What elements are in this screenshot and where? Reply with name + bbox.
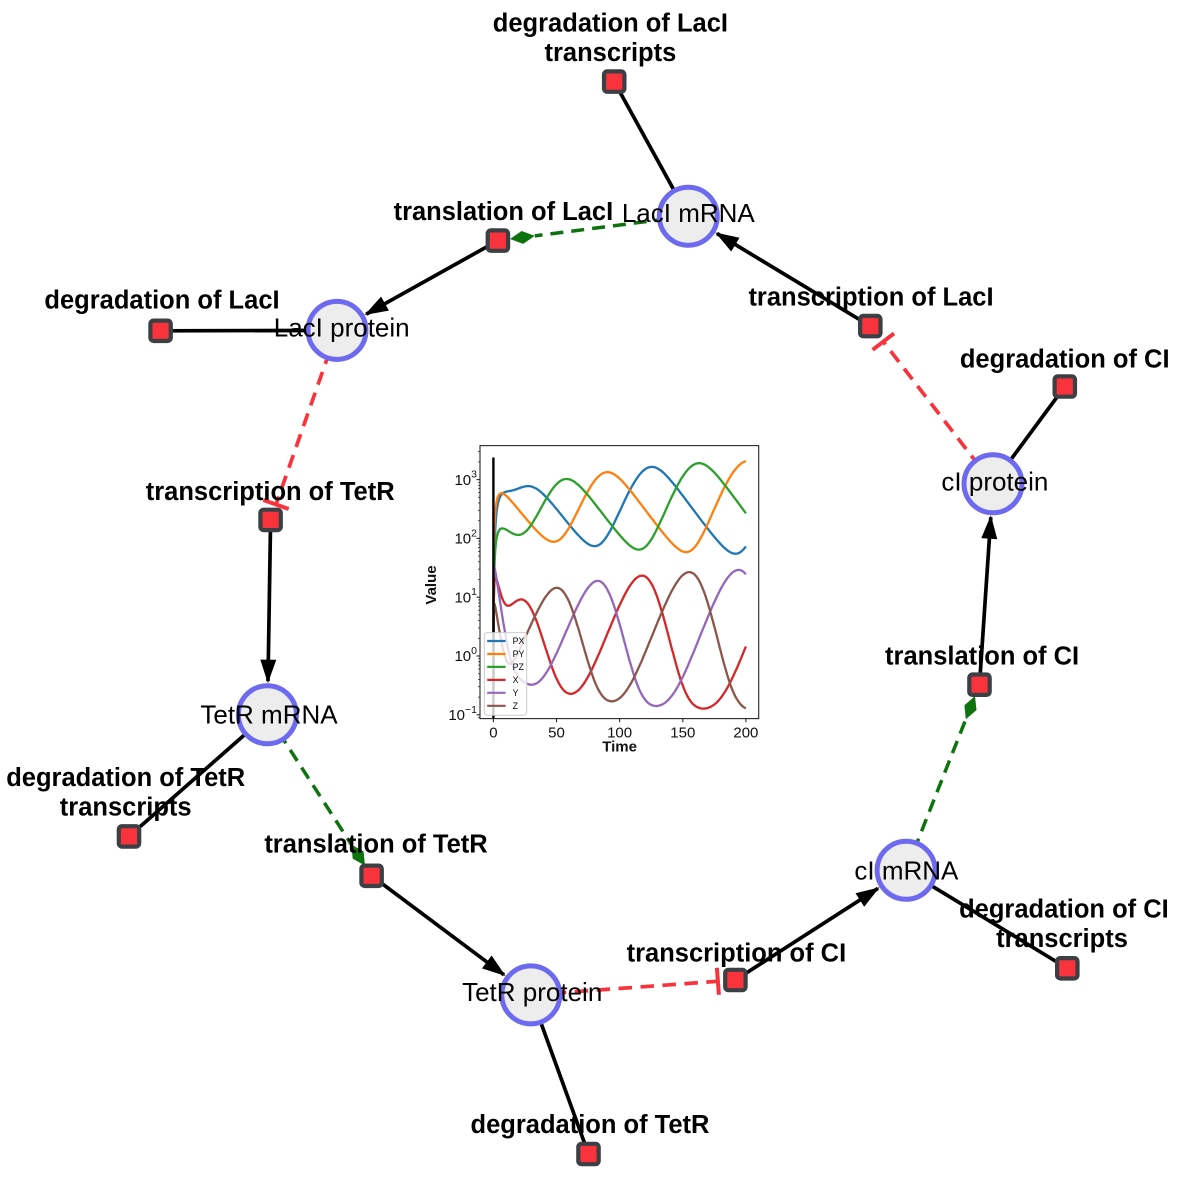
svg-text:transcripts: transcripts <box>545 39 677 67</box>
svg-text:degradation of LacI: degradation of LacI <box>44 287 279 315</box>
svg-text:translation of TetR: translation of TetR <box>264 831 487 859</box>
svg-text:Time: Time <box>602 739 637 756</box>
svg-text:Z: Z <box>513 701 519 711</box>
svg-text:degradation of LacI: degradation of LacI <box>493 10 728 38</box>
svg-text:transcripts: transcripts <box>996 925 1128 953</box>
svg-text:100: 100 <box>607 725 632 742</box>
svg-text:50: 50 <box>548 725 565 742</box>
svg-text:Value: Value <box>423 565 440 604</box>
svg-text:transcription of LacI: transcription of LacI <box>748 283 993 311</box>
svg-text:transcription of TetR: transcription of TetR <box>146 478 395 506</box>
svg-text:200: 200 <box>733 725 758 742</box>
svg-text:translation of CI: translation of CI <box>885 643 1079 671</box>
svg-text:102: 102 <box>454 527 477 547</box>
svg-text:transcription of CI: transcription of CI <box>627 939 847 967</box>
svg-text:X: X <box>513 675 519 685</box>
svg-text:0: 0 <box>489 725 497 742</box>
svg-text:LacI protein: LacI protein <box>274 312 410 342</box>
svg-text:degradation of CI: degradation of CI <box>959 896 1169 924</box>
svg-text:Y: Y <box>513 688 519 698</box>
svg-text:PZ: PZ <box>513 662 525 672</box>
svg-text:100: 100 <box>454 645 477 665</box>
svg-text:cI protein: cI protein <box>941 466 1048 496</box>
svg-text:cI mRNA: cI mRNA <box>854 856 959 886</box>
svg-text:PX: PX <box>513 636 525 646</box>
svg-text:TetR protein: TetR protein <box>462 977 602 1007</box>
svg-text:10−1: 10−1 <box>448 704 477 724</box>
svg-text:degradation of TetR: degradation of TetR <box>6 764 245 792</box>
svg-text:TetR mRNA: TetR mRNA <box>200 700 338 730</box>
svg-text:103: 103 <box>454 469 477 489</box>
svg-text:150: 150 <box>670 725 695 742</box>
svg-text:101: 101 <box>454 586 477 606</box>
svg-text:transcripts: transcripts <box>60 794 192 822</box>
svg-text:degradation of CI: degradation of CI <box>960 346 1170 374</box>
svg-text:degradation of TetR: degradation of TetR <box>471 1111 710 1139</box>
svg-text:PY: PY <box>513 649 525 659</box>
svg-text:LacI mRNA: LacI mRNA <box>622 198 756 228</box>
svg-text:translation of LacI: translation of LacI <box>394 198 614 226</box>
